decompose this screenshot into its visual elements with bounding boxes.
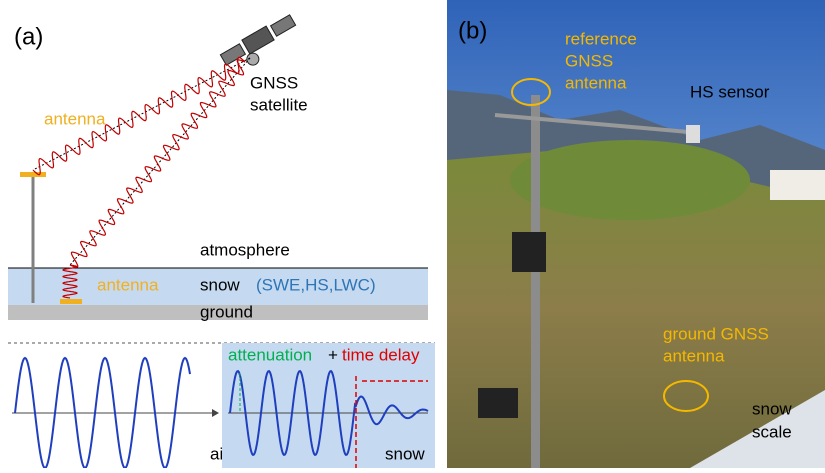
attenuation-label: attenuation <box>228 345 312 364</box>
antenna-label: antenna <box>97 275 159 294</box>
atmosphere-label: atmosphere <box>200 240 290 259</box>
photo-hs-sensor <box>686 125 700 143</box>
photo-pole <box>531 95 540 468</box>
highlight <box>511 78 551 106</box>
reference-antenna-label: reference <box>565 29 637 48</box>
antenna-label: antenna <box>44 109 106 128</box>
satellite-icon <box>219 14 297 66</box>
signal-path <box>32 57 251 171</box>
signal-path <box>69 57 251 266</box>
signal-wave <box>69 59 246 268</box>
signal-wave <box>32 56 246 176</box>
photo-arm <box>494 113 701 135</box>
satellite-label: satellite <box>250 95 308 114</box>
time-delay-label: time delay <box>342 345 420 364</box>
ground-antenna-label: ground GNSS <box>663 324 769 343</box>
ground-label: ground <box>200 302 253 321</box>
snow-box <box>222 343 435 468</box>
plus-label: + <box>328 345 338 364</box>
reference-antenna-label: GNSS <box>565 51 613 70</box>
snow-bottom-label: snow <box>385 444 425 463</box>
photo-snow-scale <box>690 390 825 468</box>
reference-antenna-label: antenna <box>565 73 627 92</box>
ground-layer <box>8 305 428 320</box>
axis-arrow <box>212 409 219 417</box>
photo-hill <box>510 140 750 220</box>
panel-label: (b) <box>458 17 487 44</box>
antenna-top <box>20 172 46 177</box>
panel-label: (a) <box>14 23 43 50</box>
antenna-ground <box>60 299 82 304</box>
photo-laptop <box>478 388 518 418</box>
snow-scale-label: scale <box>752 422 792 441</box>
snow-label: snow <box>200 275 240 294</box>
air-wave <box>14 356 191 470</box>
signal-wave-snow <box>62 264 78 299</box>
snow-scale-label: snow <box>752 399 792 418</box>
photo-box <box>512 232 546 272</box>
photo-grass <box>447 150 825 468</box>
photo-house <box>770 170 825 200</box>
hs-sensor-label: HS sensor <box>690 82 770 101</box>
snow-layer <box>8 268 428 305</box>
highlight <box>663 380 709 412</box>
snow-wave <box>229 369 429 457</box>
satellite-label: GNSS <box>250 73 298 92</box>
snow-params: (SWE,HS,LWC) <box>256 275 376 294</box>
ground-antenna-label: antenna <box>663 346 725 365</box>
